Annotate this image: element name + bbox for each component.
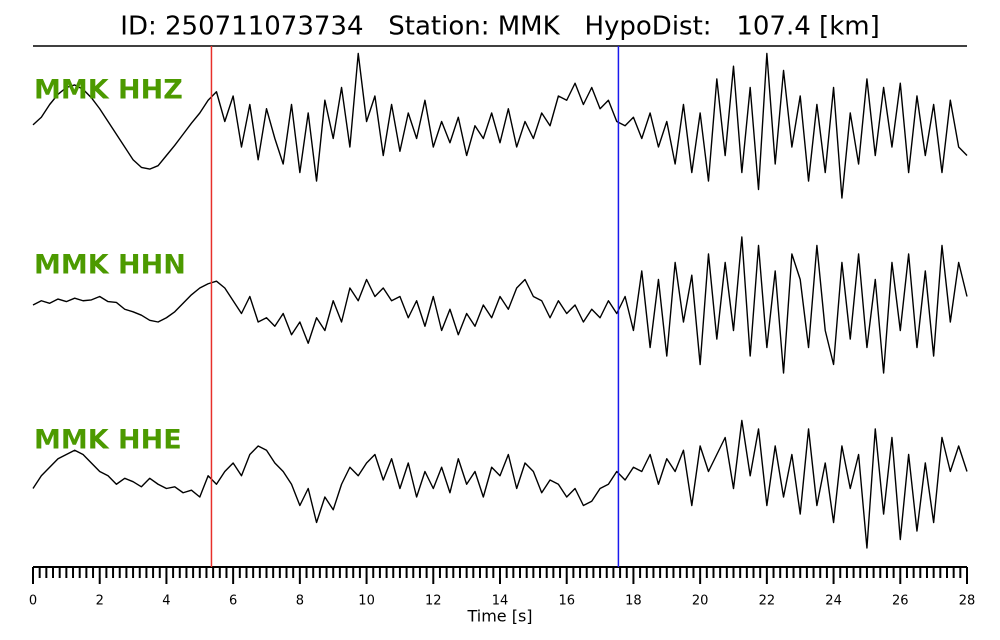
x-tick-label: 24 <box>825 594 842 609</box>
x-axis-label: Time [s] <box>466 607 532 626</box>
x-tick-label: 4 <box>162 594 170 609</box>
x-tick-label: 14 <box>492 594 509 609</box>
waveform <box>32 236 968 374</box>
x-tick-label: 22 <box>759 594 776 609</box>
x-tick-label: 20 <box>692 594 709 609</box>
x-tick-label: 16 <box>558 594 575 609</box>
trace-label: MMK HHN <box>34 250 186 281</box>
chart-title: ID: 250711073734 Station: MMK HypoDist: … <box>120 12 879 42</box>
waveform <box>32 419 968 549</box>
trace-label: MMK HHZ <box>34 75 183 106</box>
x-tick-label: 2 <box>96 594 104 609</box>
waveform <box>32 52 968 199</box>
x-tick-label: 10 <box>358 594 375 609</box>
x-tick-label: 6 <box>229 594 237 609</box>
x-tick-label: 28 <box>959 594 976 609</box>
x-tick-label: 8 <box>296 594 304 609</box>
x-tick-label: 0 <box>29 594 37 609</box>
x-tick-label: 18 <box>625 594 642 609</box>
x-tick-label: 26 <box>892 594 909 609</box>
trace-label: MMK HHE <box>34 425 182 456</box>
x-tick-label: 12 <box>425 594 442 609</box>
